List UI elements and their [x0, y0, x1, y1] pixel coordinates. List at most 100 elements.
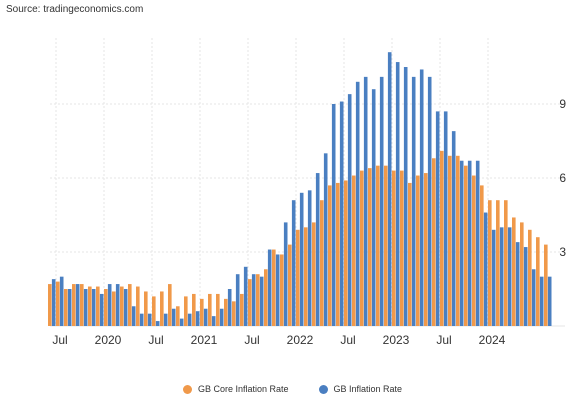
core-bar-46[interactable]: [416, 175, 420, 326]
inflation-bar-11[interactable]: [139, 313, 144, 326]
core-bar-40[interactable]: [368, 168, 372, 326]
inflation-bar-60[interactable]: [531, 269, 536, 326]
inflation-bar-58[interactable]: [515, 242, 520, 326]
core-bar-16[interactable]: [176, 306, 180, 326]
core-bar-52[interactable]: [464, 165, 468, 326]
inflation-bar-40[interactable]: [371, 89, 376, 326]
inflation-bar-25[interactable]: [251, 274, 256, 326]
core-bar-35[interactable]: [328, 185, 332, 326]
core-bar-60[interactable]: [528, 229, 532, 326]
inflation-bar-1[interactable]: [59, 276, 64, 326]
inflation-bar-7[interactable]: [107, 284, 112, 326]
core-bar-26[interactable]: [256, 274, 260, 326]
inflation-bar-4[interactable]: [83, 289, 88, 326]
inflation-bar-53[interactable]: [475, 160, 480, 326]
core-bar-1[interactable]: [56, 281, 60, 326]
inflation-bar-39[interactable]: [363, 76, 368, 326]
inflation-bar-8[interactable]: [115, 284, 120, 326]
inflation-bar-54[interactable]: [483, 212, 488, 326]
core-bar-48[interactable]: [432, 158, 436, 326]
inflation-bar-18[interactable]: [195, 311, 200, 326]
inflation-bar-51[interactable]: [459, 160, 464, 326]
core-bar-29[interactable]: [280, 254, 284, 326]
core-bar-21[interactable]: [216, 293, 220, 326]
core-bar-56[interactable]: [496, 200, 500, 326]
core-bar-22[interactable]: [224, 298, 228, 326]
core-bar-53[interactable]: [472, 175, 476, 326]
core-bar-13[interactable]: [152, 296, 156, 326]
core-bar-6[interactable]: [96, 286, 100, 326]
core-bar-7[interactable]: [104, 289, 108, 326]
inflation-bar-59[interactable]: [523, 247, 528, 326]
inflation-bar-21[interactable]: [219, 308, 224, 326]
inflation-bar-36[interactable]: [339, 101, 344, 327]
inflation-bar-9[interactable]: [123, 289, 128, 326]
core-bar-3[interactable]: [72, 284, 76, 326]
inflation-bar-6[interactable]: [99, 293, 104, 326]
inflation-bar-44[interactable]: [403, 67, 408, 326]
core-bar-58[interactable]: [512, 217, 516, 326]
inflation-bar-15[interactable]: [171, 308, 176, 326]
inflation-bar-33[interactable]: [315, 173, 320, 326]
inflation-bar-29[interactable]: [283, 222, 288, 326]
inflation-bar-56[interactable]: [499, 227, 504, 326]
core-bar-33[interactable]: [312, 222, 316, 326]
inflation-bar-28[interactable]: [275, 254, 280, 326]
inflation-bar-57[interactable]: [507, 227, 512, 326]
core-bar-45[interactable]: [408, 182, 412, 326]
core-bar-42[interactable]: [384, 165, 388, 326]
inflation-bar-41[interactable]: [379, 76, 384, 326]
core-bar-4[interactable]: [80, 284, 84, 326]
core-bar-12[interactable]: [144, 291, 148, 326]
core-bar-36[interactable]: [336, 182, 340, 326]
inflation-bar-48[interactable]: [435, 111, 440, 327]
inflation-bar-13[interactable]: [155, 321, 160, 326]
inflation-bar-24[interactable]: [243, 266, 248, 326]
core-bar-54[interactable]: [480, 185, 484, 326]
core-bar-41[interactable]: [376, 165, 380, 326]
core-bar-11[interactable]: [136, 286, 140, 326]
core-bar-47[interactable]: [424, 173, 428, 326]
core-bar-32[interactable]: [304, 227, 308, 326]
core-bar-9[interactable]: [120, 286, 124, 326]
core-bar-27[interactable]: [264, 269, 268, 326]
core-bar-34[interactable]: [320, 200, 324, 326]
inflation-bar-17[interactable]: [187, 313, 192, 326]
core-bar-57[interactable]: [504, 200, 508, 326]
inflation-bar-0[interactable]: [51, 279, 56, 326]
core-bar-43[interactable]: [392, 170, 396, 326]
core-bar-37[interactable]: [344, 180, 348, 326]
inflation-bar-62[interactable]: [547, 276, 552, 326]
core-bar-38[interactable]: [352, 175, 356, 326]
core-bar-17[interactable]: [184, 296, 188, 326]
core-bar-55[interactable]: [488, 200, 492, 326]
inflation-bar-32[interactable]: [307, 190, 312, 326]
inflation-bar-35[interactable]: [331, 104, 336, 326]
inflation-bar-26[interactable]: [259, 276, 264, 326]
core-bar-10[interactable]: [128, 284, 132, 326]
inflation-bar-45[interactable]: [411, 76, 416, 326]
core-bar-14[interactable]: [160, 291, 164, 326]
core-bar-49[interactable]: [440, 150, 444, 326]
core-bar-0[interactable]: [48, 284, 52, 326]
inflation-bar-61[interactable]: [539, 276, 544, 326]
inflation-bar-52[interactable]: [467, 160, 472, 326]
inflation-bar-10[interactable]: [131, 306, 136, 326]
core-bar-15[interactable]: [168, 284, 172, 326]
inflation-bar-22[interactable]: [227, 289, 232, 326]
core-bar-61[interactable]: [536, 237, 540, 326]
core-bar-28[interactable]: [272, 249, 276, 326]
inflation-bar-55[interactable]: [491, 229, 496, 326]
core-bar-2[interactable]: [64, 289, 68, 326]
inflation-bar-2[interactable]: [67, 289, 72, 326]
inflation-bar-12[interactable]: [147, 313, 152, 326]
core-bar-31[interactable]: [296, 229, 300, 326]
core-bar-19[interactable]: [200, 298, 204, 326]
core-bar-23[interactable]: [232, 301, 236, 326]
inflation-bar-47[interactable]: [427, 76, 432, 326]
core-bar-62[interactable]: [544, 244, 548, 326]
inflation-bar-3[interactable]: [75, 284, 80, 326]
core-bar-51[interactable]: [456, 155, 460, 326]
core-bar-25[interactable]: [248, 279, 252, 326]
core-bar-30[interactable]: [288, 244, 292, 326]
